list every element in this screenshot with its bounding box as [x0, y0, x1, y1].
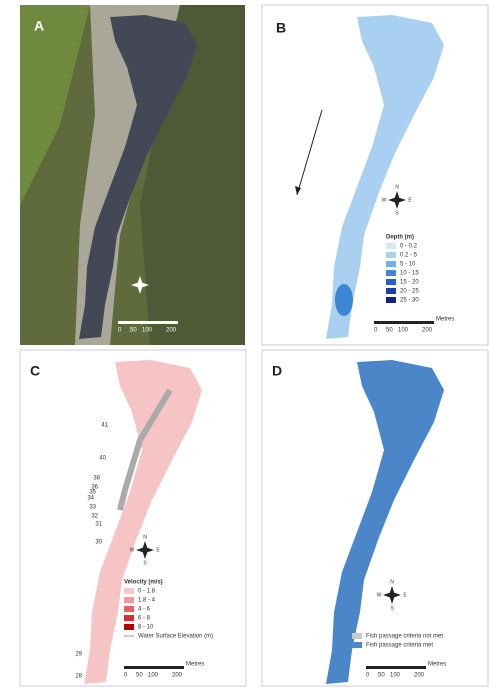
scale-label: 200: [422, 328, 433, 334]
scale-label: 100: [142, 328, 153, 334]
legend-label: 0.2 - 5: [400, 253, 418, 259]
legend-label: 20 - 25: [400, 289, 419, 295]
contour-label: 31: [95, 522, 102, 528]
legend-label: Fish passage criteria met: [366, 643, 433, 649]
legend-swatch: [124, 597, 134, 603]
legend-swatch: [386, 297, 396, 303]
legend-title: Velocity (m/s): [124, 580, 163, 586]
compass-letter: W: [382, 197, 387, 203]
scale-label: 50: [378, 673, 385, 679]
scale-label: 100: [148, 673, 159, 679]
scale-bar: [366, 666, 426, 669]
scale-label: 200: [414, 673, 425, 679]
contour-label: 34: [87, 496, 94, 502]
scale-unit: Metres: [436, 317, 454, 323]
legend-label: 6 - 8: [138, 616, 151, 622]
legend-label: 5 - 10: [400, 262, 416, 268]
legend-swatch: [124, 606, 134, 612]
legend-label: 10 - 15: [400, 271, 419, 277]
legend-label: 0 - 1.8: [138, 589, 156, 595]
compass-letter: N: [143, 534, 147, 540]
contour-label: 30: [95, 540, 102, 546]
compass-letter: W: [130, 547, 135, 553]
compass-letter: N: [395, 184, 399, 190]
legend-swatch: [124, 615, 134, 621]
legend-label: 0 - 0.2: [400, 244, 418, 250]
legend-swatch: [386, 279, 396, 285]
compass-letter: W: [377, 592, 382, 598]
deep-pool: [335, 284, 353, 316]
scale-label: 50: [130, 328, 137, 334]
scale-unit: Metres: [186, 662, 204, 668]
scale-bar: [118, 321, 178, 324]
scale-label: 200: [166, 328, 177, 334]
scale-label: 200: [172, 673, 183, 679]
legend-swatch: [386, 270, 396, 276]
scale-bar: [374, 321, 434, 324]
scale-bar: [124, 666, 184, 669]
scale-label: 50: [386, 328, 393, 334]
legend-swatch: [386, 261, 396, 267]
contour-label: 41: [101, 423, 108, 429]
legend-swatch: [352, 642, 362, 648]
contour-label: 32: [91, 514, 98, 520]
compass-letter: N: [390, 579, 394, 585]
legend-label: 1.8 - 4: [138, 598, 156, 604]
legend-swatch: [386, 243, 396, 249]
scale-label: 100: [398, 328, 409, 334]
legend-label: Fish passage criteria not met: [366, 634, 443, 640]
contour-label: 40: [99, 456, 106, 462]
legend-label: 25 - 30: [400, 298, 419, 304]
scale-label: 50: [136, 673, 143, 679]
scale-unit: Metres: [428, 662, 446, 668]
contour-label: 33: [89, 505, 96, 511]
legend-label: 4 - 6: [138, 607, 151, 613]
panel-label: B: [276, 20, 286, 36]
legend-swatch: [386, 252, 396, 258]
legend-title: Depth (m): [386, 235, 414, 241]
panel-label: D: [272, 363, 282, 379]
contour-label: 29: [75, 652, 82, 658]
panel-label: C: [30, 363, 40, 379]
legend-swatch: [386, 288, 396, 294]
legend-label: 15 - 20: [400, 280, 419, 286]
contour-label: 28: [75, 674, 82, 680]
legend-swatch: [124, 624, 134, 630]
contour-label: 38: [93, 476, 100, 482]
scale-label: 100: [390, 673, 401, 679]
legend-label: Water Surface Elevation (m): [138, 634, 213, 640]
legend-swatch: [352, 633, 362, 639]
figure: A050100200 BNESW050100200MetresDepth (m)…: [0, 0, 489, 687]
legend-swatch: [124, 588, 134, 594]
legend-label: 8 - 10: [138, 625, 154, 631]
panel-label: A: [34, 18, 44, 34]
